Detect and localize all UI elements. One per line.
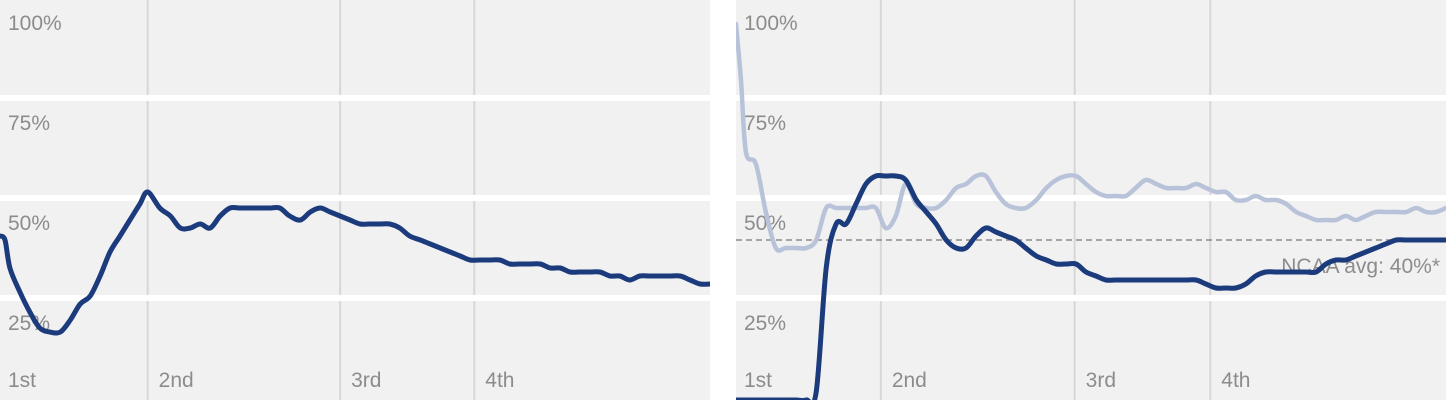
chart-panel-left: 100% 75% 50% 25% 1st 2nd 3rd 4th (0, 0, 710, 400)
x-tick-label: 1st (8, 369, 36, 392)
y-tick-label: 75% (8, 112, 50, 135)
y-tick-label: 100% (8, 12, 62, 35)
chart-left-svg: 100%75%50%25%1st 2nd 3rd 4th (0, 0, 710, 400)
y-tick-label: 50% (744, 212, 786, 235)
chart-panel-right: 100% 75% 50% 25% 1st 2nd 3rd 4th NCAA avg: 40%* (736, 0, 1446, 400)
band-separator (736, 95, 1446, 101)
x-tick-label: 4th (485, 369, 514, 392)
band-separator (736, 195, 1446, 201)
band-separator (0, 195, 710, 201)
y-tick-label: 75% (744, 112, 786, 135)
band-separator (0, 295, 710, 301)
x-tick-label: 3rd (1086, 369, 1116, 392)
band-separator (736, 295, 1446, 301)
y-tick-label: 25% (744, 312, 786, 335)
chart-right-svg: 100% 75% 50% 25% 1st 2nd 3rd 4th NCAA avg: 40%* (736, 0, 1446, 400)
series-line-primary (736, 172, 1446, 400)
series-line-secondary (736, 21, 1446, 253)
x-tick-label: 2nd (159, 369, 194, 392)
x-tick-label: 3rd (351, 369, 381, 392)
y-tick-label: 100% (744, 12, 798, 35)
series-line-primary (0, 189, 710, 336)
x-tick-label: 2nd (892, 369, 927, 392)
reference-line-label: NCAA avg: 40%* (1281, 255, 1440, 278)
band-separator (0, 95, 710, 101)
x-tick-label: 4th (1221, 369, 1250, 392)
x-tick-label: 1st (744, 369, 772, 392)
y-tick-label: 50% (8, 212, 50, 235)
